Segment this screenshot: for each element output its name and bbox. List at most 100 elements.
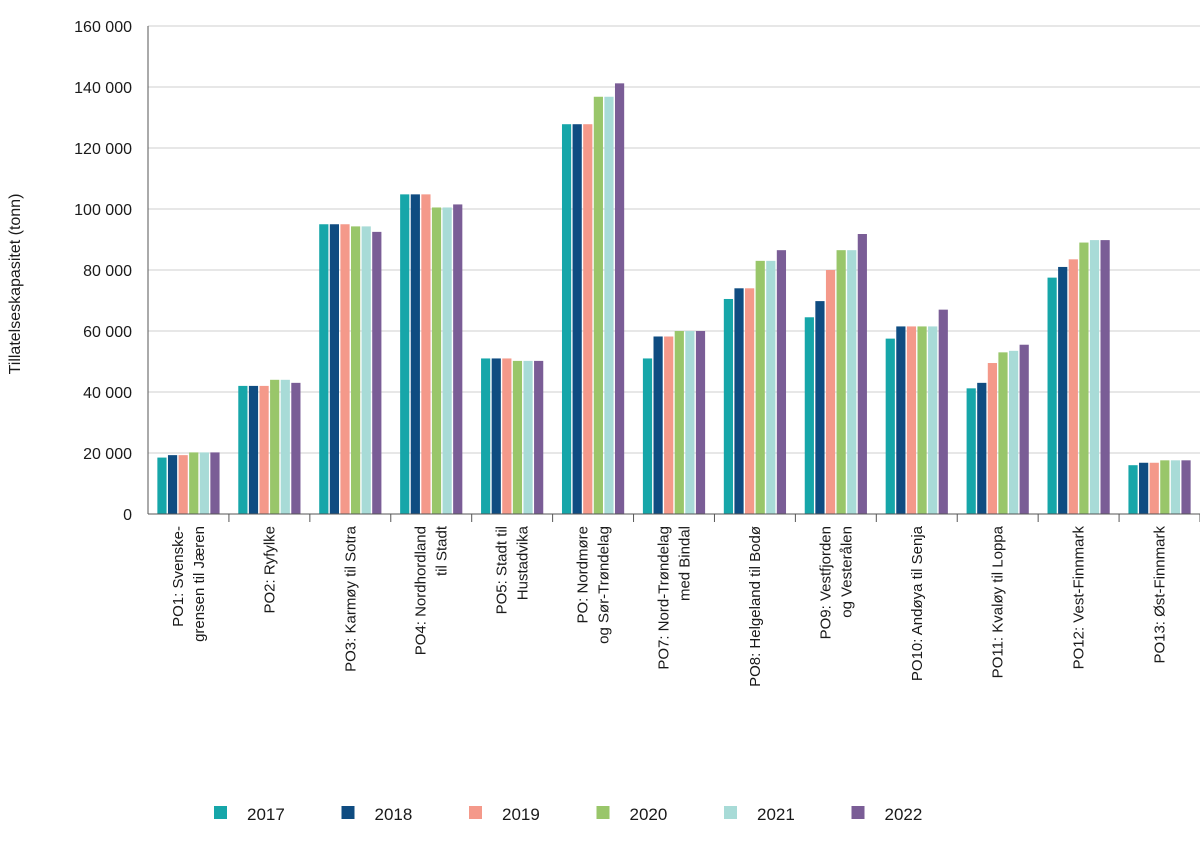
bar-2020 [674, 331, 684, 514]
bar-2020 [431, 207, 442, 514]
y-tick-label: 60 000 [83, 324, 132, 341]
y-tick-label: 100 000 [74, 202, 132, 219]
x-category-label-line: PO10: Andøya til Senja [909, 525, 926, 681]
bar-2022 [614, 83, 625, 514]
x-category-label: PO5: Stadt til Hustadvika [494, 525, 532, 614]
bar-2021 [1089, 240, 1100, 515]
bar-2019 [664, 336, 674, 514]
bar-2019 [745, 288, 755, 514]
bar-2022 [1019, 344, 1029, 514]
bar-2021 [280, 379, 290, 514]
x-category-label-line: grensen til Jæren [191, 526, 208, 642]
bar-2018 [977, 382, 987, 514]
bar-2018 [815, 301, 825, 514]
bar-2017 [157, 457, 167, 514]
bar-2017 [1128, 465, 1138, 514]
x-category-label-line: med Bindal [677, 526, 694, 601]
bars [157, 83, 1191, 515]
gridlines [148, 25, 1200, 454]
bar-2019 [1068, 259, 1078, 514]
bar-2021 [361, 226, 371, 514]
x-category-label-line: PO: Nordmøre [575, 526, 592, 624]
bar-2021 [604, 96, 614, 514]
x-category-label: PO1: Svenske-grensen til Jæren [170, 526, 208, 642]
y-axis-title: Tillatelseskapasitet (tonn) [7, 194, 24, 375]
x-category-labels: PO1: Svenske-grensen til Jæren PO2: Ryfyl… [170, 525, 1169, 687]
legend-item-2020: 2020 [596, 805, 668, 824]
bar-2019 [987, 363, 997, 514]
x-category-label: PO4: Nordhordland til Stadt [413, 525, 451, 655]
x-category-label-line: til Stadt [434, 525, 451, 576]
bar-2020 [512, 360, 523, 514]
legend-label: 2021 [757, 805, 795, 824]
x-category-label-line: PO11: Kvaløy til Loppa [990, 525, 1007, 678]
bar-2017 [642, 358, 653, 514]
x-category-label-line: PO5: Stadt til [494, 526, 511, 614]
bar-2019 [825, 270, 836, 514]
bar-2018 [896, 326, 906, 514]
legend-label: 2019 [502, 805, 540, 824]
bar-2018 [572, 124, 582, 515]
bar-2022 [372, 231, 382, 514]
legend-swatch [341, 806, 355, 819]
bar-2017 [238, 385, 248, 514]
bar-2022 [857, 234, 867, 514]
bar-2022 [291, 382, 301, 514]
bar-2022 [210, 452, 220, 514]
legend-swatch [469, 806, 482, 819]
x-category-label: PO3: Karmøy til Sotra [342, 525, 359, 672]
bar-2020 [1160, 460, 1170, 514]
bar-2019 [1149, 462, 1159, 514]
bar-2019 [340, 224, 350, 514]
x-category-label: PO12: Vest-Finnmark [1071, 526, 1088, 670]
legend-item-2019: 2019 [469, 805, 540, 824]
bar-2018 [410, 194, 420, 515]
bar-2018 [653, 336, 663, 514]
x-category-label: PO8: Helgeland til Bodø [747, 526, 764, 687]
legend-label: 2022 [885, 805, 923, 824]
x-category-label-line: PO1: Svenske- [170, 526, 187, 627]
bar-2022 [453, 204, 463, 515]
bar-2020 [189, 452, 199, 514]
bar-2017 [966, 388, 976, 514]
bar-2020 [755, 260, 765, 514]
y-tick-labels: 0 20 000 40 000 60 000 80 000 100 000 120 000 1… [74, 19, 132, 524]
y-tick-label: 80 000 [83, 263, 132, 280]
bar-2020 [593, 96, 603, 514]
legend-label: 2020 [630, 805, 668, 824]
x-category-label: PO13: Øst-Finnmark [1152, 526, 1169, 664]
axes [147, 26, 1200, 522]
x-category-label-line: PO8: Helgeland til Bodø [747, 526, 764, 687]
bar-2019 [259, 385, 269, 514]
legend: 2017 2018 2019 2020 2021 2022 [214, 805, 922, 824]
bar-2017 [804, 317, 814, 514]
y-tick-label: 40 000 [83, 385, 132, 402]
bar-2019 [178, 455, 188, 514]
x-category-label-line: PO12: Vest-Finnmark [1071, 526, 1088, 670]
bar-2020 [351, 226, 361, 514]
x-category-label-line: PO9: Vestfjorden [817, 526, 834, 639]
bar-2017 [561, 124, 572, 515]
bar-2017 [1047, 277, 1057, 514]
bar-2019 [502, 358, 512, 514]
legend-item-2022: 2022 [851, 805, 923, 824]
y-tick-label: 140 000 [74, 80, 132, 97]
bar-2017 [400, 194, 410, 515]
x-category-label-line: og Sør-Trøndelag [596, 526, 613, 644]
x-category-label: PO2: Ryfylke [261, 526, 278, 614]
x-category-label: PO11: Kvaløy til Loppa [990, 525, 1007, 678]
x-category-label-line: PO2: Ryfylke [261, 526, 278, 614]
bar-2018 [167, 455, 178, 514]
bar-2021 [442, 207, 452, 514]
x-category-label-line: og Vesterålen [838, 526, 855, 618]
bar-2018 [1058, 266, 1068, 514]
x-category-label-line: PO7: Nord-Trøndelag [656, 526, 673, 670]
bar-2017 [481, 358, 491, 514]
x-category-label-line: PO4: Nordhordland [413, 526, 430, 655]
bar-2021 [199, 452, 209, 514]
bar-2021 [766, 260, 776, 514]
bar-2018 [491, 358, 501, 514]
bar-2020 [1079, 242, 1089, 515]
legend-swatch [596, 806, 610, 819]
